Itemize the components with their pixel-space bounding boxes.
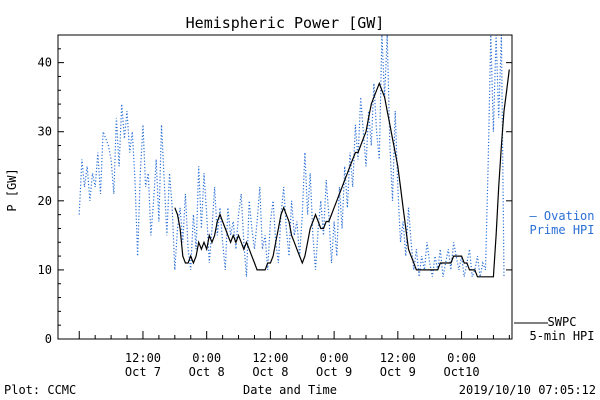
x-tick-label-time: 0:00: [320, 351, 349, 365]
x-tick-label-day: Oct 9: [316, 365, 352, 379]
chart-title: Hemispheric Power [GW]: [186, 14, 385, 32]
x-tick-label-time: 0:00: [447, 351, 476, 365]
legend-ovation-line1: – Ovation: [529, 209, 594, 223]
series-layer: [78, 34, 510, 278]
y-tick-label: 10: [38, 263, 52, 277]
legend-swpc-line1: SWPC: [548, 315, 577, 329]
x-tick-label-day: Oct 9: [380, 365, 416, 379]
y-tick-label: 40: [38, 56, 52, 70]
legend-swpc-line2: 5-min HPI: [529, 329, 594, 343]
x-tick-label-time: 12:00: [252, 351, 288, 365]
footer-left: Plot: CCMC: [4, 383, 76, 397]
x-tick-label-day: Oct10: [443, 365, 479, 379]
x-tick-label-day: Oct 7: [125, 365, 161, 379]
x-tick-label-day: Oct 8: [252, 365, 288, 379]
y-tick-label: 0: [45, 332, 52, 346]
series-swpc-5min-hpi: [174, 69, 510, 278]
legend-ovation-line2: Prime HPI: [529, 223, 594, 237]
x-tick-label-day: Oct 8: [189, 365, 225, 379]
x-tick-label-time: 0:00: [192, 351, 221, 365]
x-tick-label-time: 12:00: [125, 351, 161, 365]
y-tick-label: 30: [38, 125, 52, 139]
x-axis-label: Date and Time: [243, 383, 337, 397]
y-tick-label: 20: [38, 194, 52, 208]
x-tick-label-time: 12:00: [380, 351, 416, 365]
footer-right: 2019/10/10 07:05:12: [459, 383, 596, 397]
y-axis-label: P [GW]: [5, 168, 19, 211]
plot-frame: [57, 34, 513, 340]
